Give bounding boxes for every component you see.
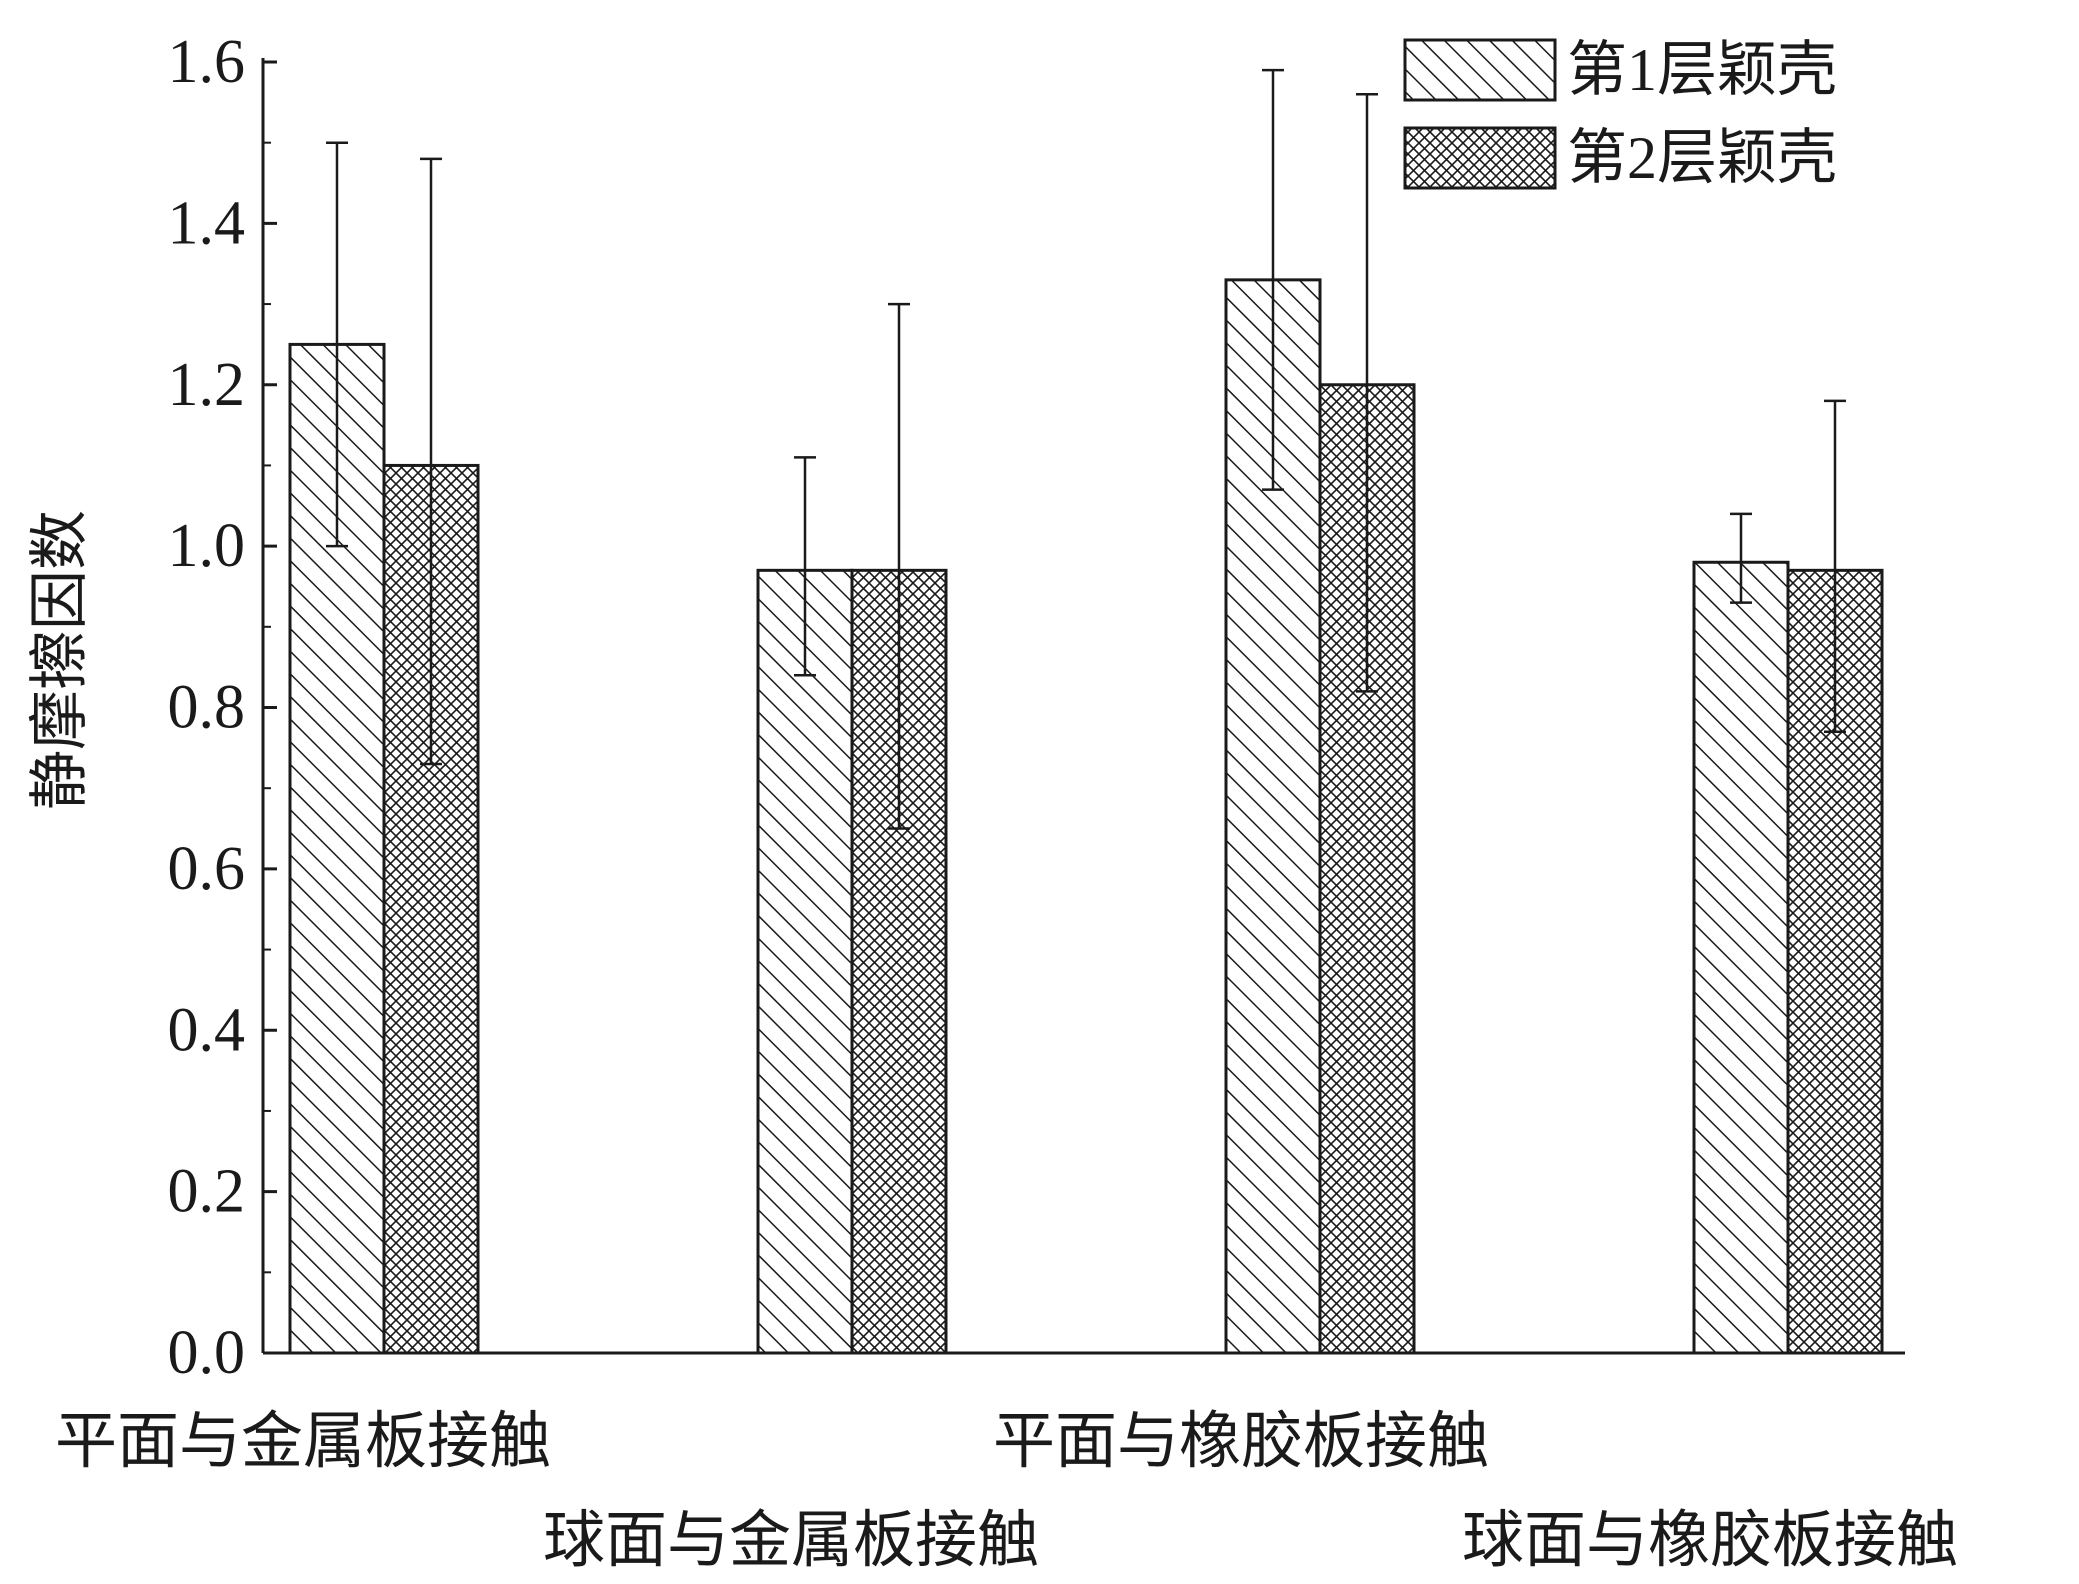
- y-tick-label: 0.8: [168, 674, 246, 742]
- legend-swatch: [1403, 38, 1557, 102]
- legend-label: 第2层颖壳: [1567, 125, 1837, 191]
- y-tick-label: 1.6: [168, 28, 246, 96]
- x-category-label: 球面与橡胶板接触: [1462, 1507, 1958, 1575]
- y-tick-label: 1.2: [168, 351, 246, 419]
- y-tick-label: 0.4: [168, 996, 246, 1064]
- y-tick-label: 1.4: [168, 189, 246, 257]
- y-tick-label: 1.0: [168, 512, 246, 580]
- y-axis: 0.0 0.2 0.4 0.6 0.8 1.0 1.2 1.4 1.6: [168, 28, 277, 1387]
- legend-label: 第1层颖壳: [1567, 37, 1837, 103]
- error-bars: [326, 68, 1846, 830]
- x-category-label: 球面与金属板接触: [543, 1507, 1039, 1575]
- legend-swatch: [1403, 126, 1557, 190]
- bars: [288, 278, 1884, 1355]
- x-category-label: 平面与金属板接触: [55, 1408, 551, 1476]
- y-tick-label: 0.2: [168, 1158, 246, 1226]
- x-category-label: 平面与橡胶板接触: [993, 1408, 1489, 1476]
- bar: [1692, 560, 1790, 1355]
- y-tick-label: 0.0: [168, 1319, 246, 1387]
- y-tick-label: 0.6: [168, 835, 246, 903]
- bar: [756, 568, 854, 1355]
- y-axis-label: 静摩擦因数: [27, 510, 93, 810]
